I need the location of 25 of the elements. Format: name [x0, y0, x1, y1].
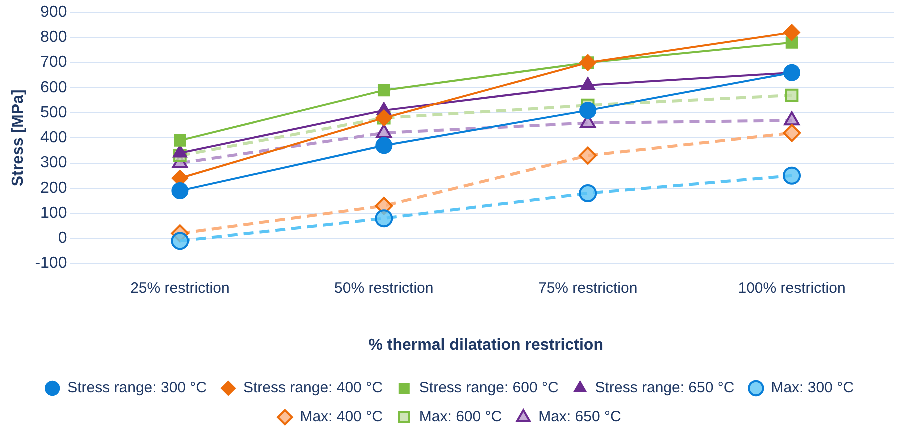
legend-label: Max: 650 °C — [538, 408, 622, 426]
legend-label: Stress range: 300 °C — [68, 380, 208, 397]
legend-label: Stress range: 600 °C — [419, 380, 559, 397]
x-tick-label: 75% restriction — [538, 280, 638, 297]
y-tick-label: 400 — [40, 130, 68, 147]
x-tick-label: 25% restriction — [130, 280, 230, 297]
legend-label: Max: 400 °C — [300, 408, 384, 426]
y-tick-label: 200 — [40, 180, 68, 197]
y-tick-label: 300 — [40, 154, 68, 172]
y-tick-label: 800 — [40, 29, 68, 46]
legend-label: Max: 300 °C — [771, 380, 854, 397]
y-tick-label: 900 — [40, 4, 68, 22]
x-tick-label: 100% restriction — [738, 280, 846, 297]
y-tick-label: 700 — [40, 54, 68, 72]
legend-label: Stress range: 650 °C — [595, 380, 735, 397]
y-axis-title: Stress [MPa] — [10, 90, 28, 187]
legend-label: Stress range: 400 °C — [244, 380, 384, 397]
y-tick-label: 500 — [40, 104, 68, 122]
x-axis-title: % thermal dilatation restriction — [368, 336, 604, 354]
y-tick-label: 100 — [40, 204, 68, 222]
y-tick-label: -100 — [35, 255, 68, 272]
y-tick-label: 0 — [58, 230, 68, 248]
y-tick-label: 600 — [40, 79, 68, 96]
x-tick-label: 50% restriction — [334, 280, 434, 297]
legend-label: Max: 600 °C — [419, 408, 502, 426]
